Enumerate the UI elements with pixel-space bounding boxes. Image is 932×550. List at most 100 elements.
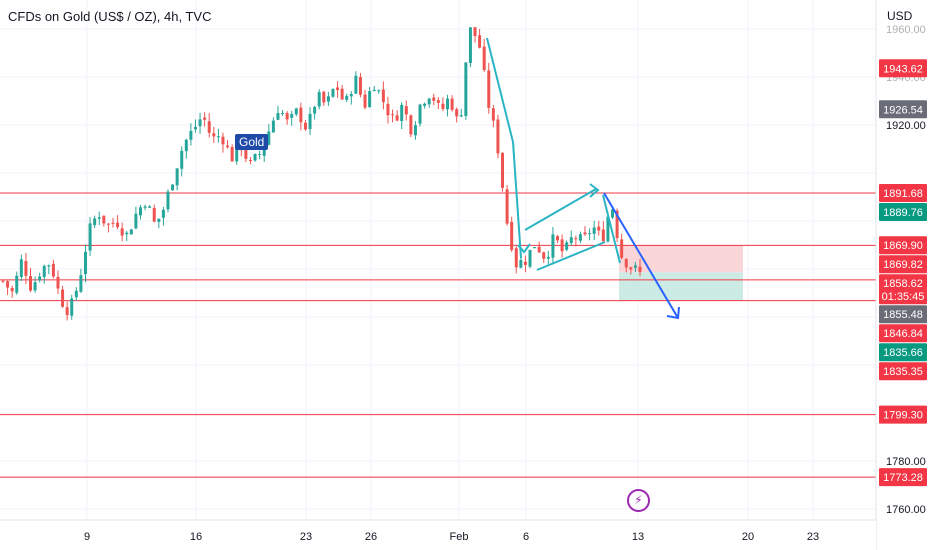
candle-body — [354, 75, 358, 94]
candle-body — [267, 131, 271, 145]
x-tick-label: 16 — [190, 531, 202, 543]
candle-body — [565, 242, 569, 250]
candle-body — [51, 263, 55, 277]
candle-body — [290, 114, 294, 118]
candle-body — [578, 234, 582, 241]
price-badge — [879, 202, 927, 221]
trend-line — [486, 37, 514, 143]
candle-body — [546, 256, 550, 259]
candle-body — [294, 108, 298, 115]
candle-body — [615, 210, 619, 239]
price-badge-value: 1855.48 — [883, 309, 923, 321]
candle-body — [519, 260, 523, 268]
price-badge-value: 1891.68 — [883, 188, 923, 200]
candle-body — [496, 119, 500, 154]
x-tick-label: 13 — [632, 531, 644, 543]
candle-body — [491, 108, 495, 121]
candle-body — [303, 122, 307, 130]
candle-body — [528, 249, 532, 267]
arrow-head — [589, 183, 600, 198]
price-badge-value: 1858.62 — [883, 278, 923, 290]
candle-body — [423, 103, 427, 106]
x-tick-label: 20 — [742, 531, 754, 543]
candle-body — [253, 153, 257, 161]
candle-body — [138, 207, 142, 216]
candle-body — [574, 238, 578, 240]
price-badge-value: 1926.54 — [883, 104, 923, 116]
candle-body — [505, 189, 509, 224]
price-badge — [879, 274, 927, 305]
candle-body — [38, 276, 42, 281]
price-badge-value: 1869.90 — [883, 240, 923, 252]
candle-body — [244, 148, 248, 159]
candle-body — [468, 27, 472, 64]
candle-body — [79, 275, 83, 292]
candle-body — [10, 287, 14, 292]
candle-body — [349, 94, 353, 97]
price-badge-value: 1869.82 — [883, 259, 923, 271]
candle-body — [299, 107, 303, 123]
chart-title: CFDs on Gold (US$ / OZ), 4h, TVC — [8, 9, 212, 24]
candle-body — [386, 103, 390, 116]
candle-body — [345, 95, 349, 100]
candle-body — [400, 104, 404, 122]
candle-body — [638, 266, 642, 272]
candle-body — [455, 109, 459, 117]
candle-body — [262, 144, 266, 156]
price-badge-value: 1835.35 — [883, 366, 923, 378]
candle-body — [510, 221, 514, 250]
candle-body — [606, 216, 610, 242]
x-tick-label: 9 — [84, 531, 90, 543]
candle-body — [313, 106, 317, 114]
candle-body — [368, 91, 372, 108]
candle-body — [601, 229, 605, 242]
x-tick-label: 6 — [523, 531, 529, 543]
candle-body — [47, 265, 51, 267]
candle-body — [102, 215, 106, 224]
x-tick-label: 23 — [807, 531, 819, 543]
candle-body — [418, 104, 422, 124]
candle-body — [391, 114, 395, 116]
candle-body — [533, 247, 537, 249]
candle-body — [212, 133, 216, 137]
candle-body — [203, 117, 207, 120]
candle-body — [42, 265, 46, 278]
price-badge — [879, 468, 927, 487]
price-badge-value: 1889.76 — [883, 207, 923, 219]
candle-body — [166, 191, 170, 210]
candle-body — [88, 223, 92, 251]
candle-body — [551, 234, 555, 258]
candle-body — [588, 233, 592, 235]
candle-body — [19, 259, 23, 277]
x-tick-label: Feb — [450, 531, 469, 543]
time-axis — [0, 520, 876, 550]
candle-body — [171, 184, 175, 191]
candle-body — [226, 145, 230, 148]
channel-upper-line — [524, 188, 597, 231]
lightning-icon[interactable]: ⚡ — [627, 489, 650, 512]
candle-body — [157, 218, 161, 222]
candle-body — [189, 130, 193, 140]
price-badge-value: 1943.62 — [883, 63, 923, 75]
price-badge — [879, 362, 927, 381]
candle-body — [372, 89, 376, 92]
candle-body — [317, 92, 321, 107]
candle-body — [134, 213, 138, 229]
candle-body — [15, 275, 19, 293]
candle-body — [248, 159, 252, 161]
candle-body — [129, 229, 133, 235]
candle-body — [514, 248, 518, 268]
symbol-badge[interactable]: Gold — [235, 134, 269, 150]
price-badge-value: 1799.30 — [883, 410, 923, 422]
trend-line — [512, 141, 522, 259]
y-tick-label: 1960.00 — [886, 24, 926, 36]
channel-lower-line — [536, 241, 606, 271]
candle-body — [441, 103, 445, 109]
candle-body — [413, 125, 417, 136]
candle-body — [143, 206, 147, 208]
candle-body — [446, 98, 450, 110]
price-badge-value: 1773.28 — [883, 472, 923, 484]
candle-body — [93, 218, 97, 226]
candle-body — [633, 265, 637, 268]
